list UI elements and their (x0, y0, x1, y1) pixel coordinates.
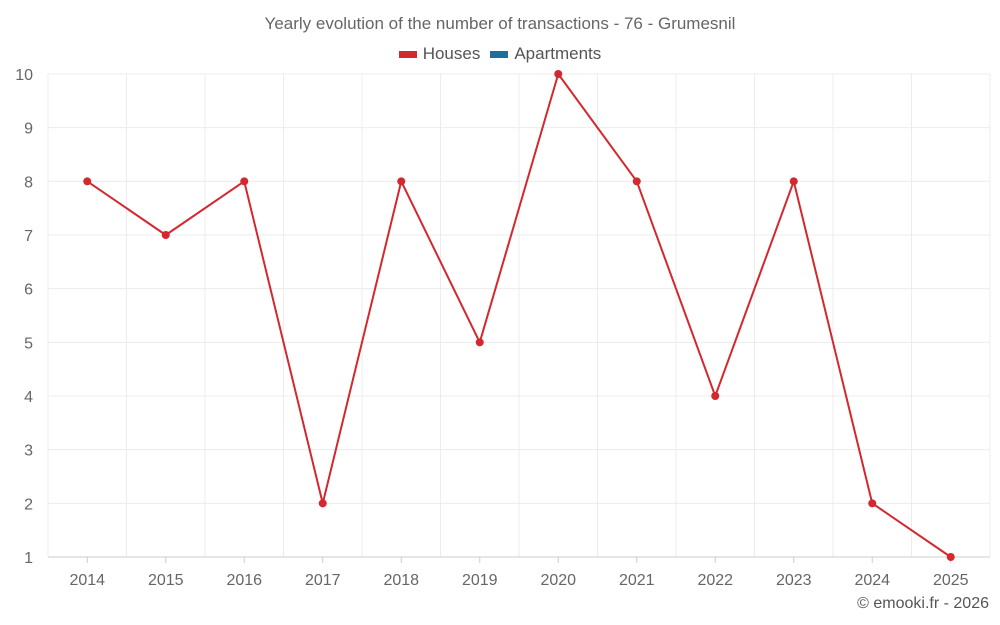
y-tick-label: 3 (24, 443, 33, 460)
x-tick-label: 2019 (462, 572, 498, 589)
x-tick-label: 2018 (383, 572, 419, 589)
x-tick-label: 2014 (69, 572, 105, 589)
chart-legend: Houses Apartments (0, 44, 1000, 64)
x-tick-label: 2025 (933, 572, 969, 589)
grid-layer (47, 73, 991, 557)
x-tick-label: 2021 (619, 572, 655, 589)
houses-data-point (397, 177, 406, 186)
legend-item-apartments[interactable]: Apartments (490, 44, 601, 64)
y-tick-label: 9 (24, 121, 33, 138)
series-layer (83, 70, 955, 561)
x-tick-label: 2023 (776, 572, 812, 589)
x-tick-label: 2017 (305, 572, 341, 589)
x-tick-label: 2022 (697, 572, 733, 589)
y-tick-label: 7 (24, 228, 33, 245)
y-tick-label: 1 (24, 550, 33, 567)
houses-data-point (318, 499, 327, 508)
x-tick-label: 2020 (540, 572, 576, 589)
houses-data-point (161, 231, 170, 239)
x-tick-label: 2024 (854, 572, 890, 589)
legend-item-houses[interactable]: Houses (398, 44, 481, 64)
y-tick-label: 6 (24, 282, 33, 299)
y-tick-label: 2 (24, 496, 33, 513)
houses-data-point (554, 70, 563, 78)
legend-swatch-houses (398, 50, 417, 58)
houses-data-point (868, 499, 877, 508)
houses-data-point (711, 392, 720, 400)
houses-data-point (632, 177, 641, 186)
copyright-credit: © emooki.fr - 2026 (857, 595, 989, 612)
houses-data-point (789, 177, 798, 186)
legend-swatch-apartments (490, 50, 509, 58)
y-tick-label: 8 (24, 174, 33, 191)
legend-label-apartments: Apartments (514, 44, 602, 63)
x-tick-label: 2015 (148, 572, 184, 589)
x-tick-label: 2016 (226, 572, 262, 589)
houses-data-point (83, 177, 92, 186)
axis-layer: 1 2 3 4 5 6 7 8 9 10 2014 2015 2016 2017 2018 2019 2020 2… (15, 67, 990, 589)
y-tick-label: 4 (24, 389, 33, 406)
y-tick-label: 5 (24, 335, 33, 352)
legend-label-houses: Houses (422, 44, 481, 63)
houses-data-point (475, 338, 484, 347)
houses-series-line (86, 73, 952, 558)
houses-data-point (240, 177, 249, 186)
chart-title: Yearly evolution of the number of transa… (264, 14, 736, 33)
y-tick-label: 10 (15, 67, 33, 84)
houses-data-point (946, 553, 955, 561)
